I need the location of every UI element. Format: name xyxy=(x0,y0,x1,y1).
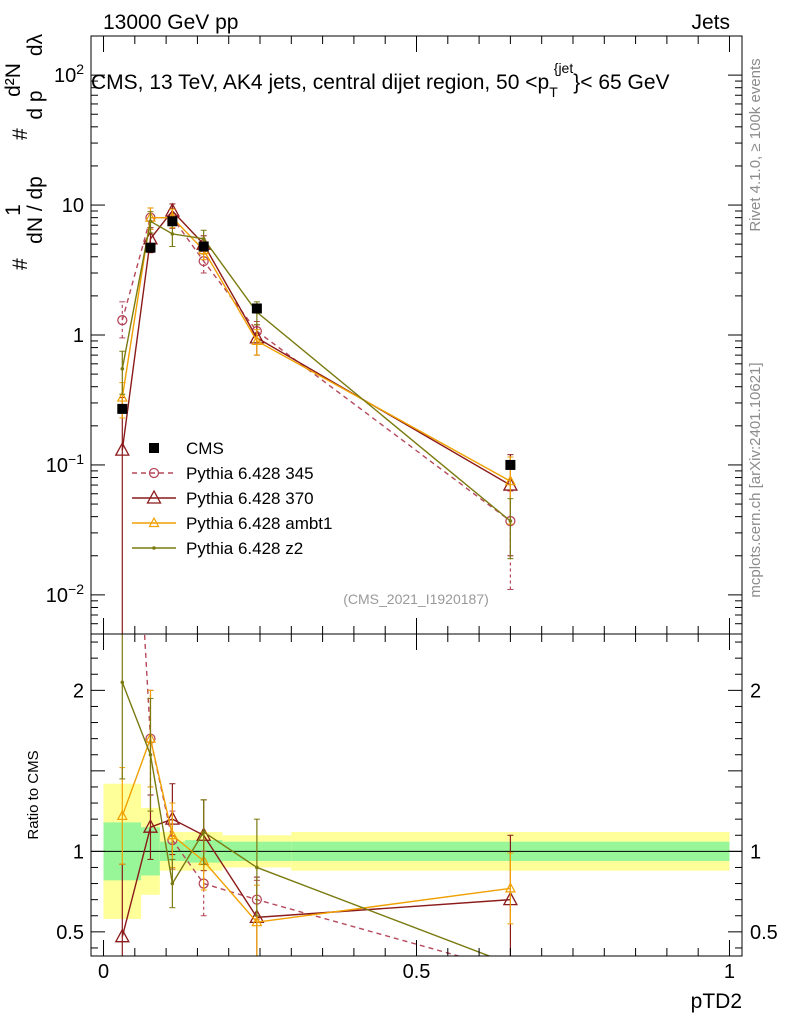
cms-data-point xyxy=(505,459,516,470)
main-series-line xyxy=(121,209,511,486)
ratio-marker xyxy=(114,928,130,943)
legend: CMS Pythia 6.428 345 Pythia 6.428 370 Pythi… xyxy=(132,439,332,558)
title-suffix: }< 65 GeV xyxy=(573,71,669,94)
ratio-ytick-label-right: 0.5 xyxy=(750,922,778,944)
title-sup: {jet xyxy=(554,60,574,76)
cms-data-point xyxy=(167,216,178,227)
ratio-series-line xyxy=(143,634,462,956)
main-series-line xyxy=(121,216,511,482)
chart-title: CMS, 13 TeV, AK4 jets, central dijet reg… xyxy=(91,60,670,100)
legend-label: Pythia 6.428 345 xyxy=(186,464,314,483)
ratio-series-line xyxy=(121,736,511,923)
main-marker xyxy=(114,441,130,456)
legend-entry: Pythia 6.428 z2 xyxy=(132,539,303,558)
ratio-marker xyxy=(251,915,263,927)
xtick-label: 0 xyxy=(98,961,109,983)
ratio-marker xyxy=(116,809,128,821)
ratio-panel: 0.5 0.5 1 1 2 2 0 0.5 1 xyxy=(56,36,778,983)
ratio-marker xyxy=(255,865,259,870)
ratio-marker xyxy=(142,818,159,833)
legend-marker xyxy=(148,516,160,528)
main-marker xyxy=(170,232,175,236)
ratio-frame xyxy=(90,633,743,957)
main-ytick-label: 102 xyxy=(54,61,84,87)
ratio-marker xyxy=(170,881,175,886)
cms-data-point xyxy=(251,303,262,314)
rivet-label: Rivet 4.1.0, ≥ 100k events xyxy=(747,58,764,231)
main-series-pythia-6-428-z2 xyxy=(119,211,514,560)
xtick-label: 1 xyxy=(724,961,735,983)
main-ylabel: # dN / dp 1 # d²N d p dλ xyxy=(2,33,47,270)
legend-marker xyxy=(148,467,160,479)
ylabel-hash-2: # xyxy=(9,128,32,140)
ratio-marker xyxy=(504,882,516,893)
cms-data-point xyxy=(198,241,209,252)
legend-label: Pythia 6.428 370 xyxy=(186,489,314,508)
main-panel: 10−2 10−1 1 10 102 xyxy=(46,35,743,635)
ylabel-dn: dN / dp xyxy=(24,176,47,244)
ratio-marker xyxy=(148,752,153,757)
ratio-series-line xyxy=(121,818,511,937)
ratio-ytick-label: 0.5 xyxy=(56,922,84,944)
ylabel-one: 1 xyxy=(2,204,25,216)
main-ytick-label: 10−1 xyxy=(46,451,84,477)
main-ytick-label: 10 xyxy=(62,195,84,217)
ylabel-hash-1: # xyxy=(9,258,32,270)
legend-marker xyxy=(152,546,156,550)
legend-entry: Pythia 6.428 ambt1 xyxy=(132,514,332,533)
ratio-marker xyxy=(120,680,125,685)
main-series-pythia-6-428-ambt1 xyxy=(116,207,516,525)
ratio-marker xyxy=(201,830,206,834)
main-ytick-label: 10−2 xyxy=(46,581,84,607)
ratio-series-line xyxy=(121,682,492,956)
ratio-marker xyxy=(166,828,178,840)
main-ytick-label: 1 xyxy=(73,325,84,347)
header-energy: 13000 GeV pp xyxy=(103,11,238,34)
ylabel-dlambda: dλ xyxy=(24,33,47,56)
main-series-line xyxy=(121,216,511,522)
main-series-line xyxy=(121,220,511,522)
legend-label: CMS xyxy=(186,439,224,458)
cms-data-point xyxy=(145,242,156,253)
ratio-series-pythia-6-428-ambt1 xyxy=(116,689,516,957)
main-series-pythia-6-428-370 xyxy=(114,202,518,635)
header-category: Jets xyxy=(691,11,730,34)
main-marker xyxy=(201,236,206,241)
legend-marker xyxy=(149,443,159,453)
mcplots-label: mcplots.cern.ch [arXiv:2401.10621] xyxy=(747,362,764,597)
legend-label: Pythia 6.428 ambt1 xyxy=(186,514,332,533)
main-marker xyxy=(148,219,153,224)
legend-label: Pythia 6.428 z2 xyxy=(186,539,303,558)
legend-marker xyxy=(146,489,162,504)
ylabel-num: d²N xyxy=(2,63,25,97)
ratio-ytick-label: 2 xyxy=(73,680,84,702)
x-axis-label: pTD2 xyxy=(691,990,742,1013)
main-marker xyxy=(508,519,513,523)
main-marker xyxy=(504,474,516,486)
legend-entry: Pythia 6.428 370 xyxy=(132,489,314,508)
main-marker xyxy=(116,391,128,402)
main-series-cms-data xyxy=(117,216,516,470)
legend-entry: Pythia 6.428 345 xyxy=(132,464,314,483)
main-marker xyxy=(251,334,263,346)
title-prefix: CMS, 13 TeV, AK4 jets, central dijet reg… xyxy=(91,71,549,94)
ratio-ytick-label-right: 2 xyxy=(750,680,761,702)
ratio-ytick-label: 1 xyxy=(73,841,84,863)
main-marker xyxy=(120,366,125,371)
cms-data-point xyxy=(117,403,128,414)
xtick-label: 0.5 xyxy=(403,961,431,983)
analysis-id: (CMS_2021_I1920187) xyxy=(343,591,489,607)
ratio-ylabel: Ratio to CMS xyxy=(25,750,42,839)
ylabel-den: d p xyxy=(24,90,47,119)
ratio-ytick-label-right: 1 xyxy=(750,841,761,863)
legend-entry: CMS xyxy=(149,439,224,458)
title-sub: T xyxy=(549,84,558,100)
main-marker xyxy=(117,315,128,326)
